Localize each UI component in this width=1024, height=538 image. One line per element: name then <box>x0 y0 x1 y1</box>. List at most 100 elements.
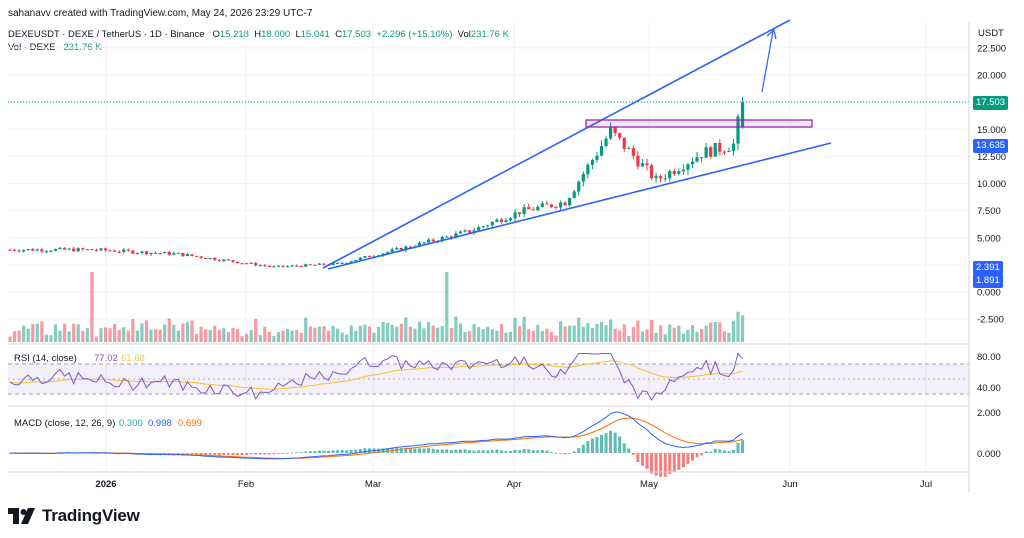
rsi-ma-line <box>9 360 743 390</box>
candle-body <box>358 257 362 260</box>
candle-body <box>8 249 12 251</box>
macd-hist-bar <box>163 453 167 454</box>
candle-body <box>427 239 431 243</box>
volume-bar <box>299 332 303 342</box>
volume-bar <box>235 328 240 342</box>
candle-body <box>499 219 503 223</box>
volume-bar <box>281 330 285 342</box>
candle-body <box>663 178 667 180</box>
time-label-mar: Mar <box>365 479 381 490</box>
candle-body <box>654 176 658 179</box>
candle-body <box>158 253 162 255</box>
volume-bar <box>413 328 417 342</box>
volume-bar <box>17 330 21 342</box>
volume-bar <box>131 319 135 342</box>
macd-hist-bar <box>481 450 485 453</box>
candle-body <box>53 249 58 251</box>
volume-bar <box>163 324 167 342</box>
volume-bar <box>499 324 503 342</box>
price-tick-label: 7.500 <box>977 206 1001 217</box>
macd-hist-bar <box>386 448 390 453</box>
candle-body <box>472 230 476 233</box>
candle-body <box>508 218 513 221</box>
candle-body <box>631 148 635 156</box>
candle-body <box>217 260 221 262</box>
macd-hist-bar <box>313 450 317 453</box>
volume-bar <box>590 328 594 342</box>
volume-bar <box>486 326 490 342</box>
candle-body <box>431 239 435 242</box>
candle-body <box>540 203 544 207</box>
candle-body <box>12 249 17 251</box>
macd-hist-bar <box>468 450 472 453</box>
volume-bar <box>358 325 362 342</box>
macd-legend-label[interactable]: MACD (close, 12, 26, 9) <box>14 418 115 429</box>
macd-hist-bar <box>549 451 553 453</box>
candle-body <box>117 251 121 253</box>
macd-hist-bar <box>240 453 244 456</box>
macd-hist-bar <box>331 450 335 453</box>
volume-bar <box>217 329 221 342</box>
candle-body <box>463 230 467 232</box>
macd-hist-bar <box>231 453 235 455</box>
macd-hist-bar <box>622 443 626 453</box>
volume-bar <box>458 323 463 342</box>
volume-bar <box>572 325 576 342</box>
candle-body <box>690 161 695 165</box>
volume-bar <box>390 324 394 342</box>
volume-bar <box>713 322 717 342</box>
volume-bar <box>613 328 617 342</box>
macd-hist-bar <box>727 451 731 453</box>
time-label-2026: 2026 <box>95 479 116 490</box>
tradingview-logo[interactable]: TradingView <box>8 504 140 528</box>
candle-body <box>677 171 681 174</box>
volume-bar <box>395 326 399 342</box>
macd-hist-bar <box>181 453 185 454</box>
macd-hist-bar <box>336 450 340 453</box>
macd-hist-bar <box>377 448 381 453</box>
volume-bar <box>581 326 585 342</box>
macd-hist-bar <box>681 453 685 468</box>
candle-body <box>740 102 745 127</box>
macd-hist-bar <box>422 448 426 453</box>
macd-hist-bar <box>440 449 444 453</box>
volume-bar <box>154 329 158 342</box>
rsi-legend-label[interactable]: RSI (14, close) <box>14 353 77 364</box>
rsi-legend-value: 77.02 <box>94 353 118 364</box>
volume-bar <box>208 330 212 342</box>
candle-body <box>249 262 253 264</box>
chart-grid <box>8 22 969 472</box>
volume-bar <box>718 322 722 342</box>
macd-hist-bar <box>308 451 312 453</box>
candle-body <box>572 191 576 199</box>
macd-hist-bar <box>208 453 212 455</box>
candle-body <box>285 266 290 268</box>
volume-bar <box>204 329 208 342</box>
volume-bar <box>445 272 449 342</box>
candle-body <box>135 252 139 254</box>
macd-hist-bar <box>295 452 299 454</box>
candle-body <box>681 169 685 172</box>
macd-hist-bar <box>509 450 512 453</box>
macd-hist-bar <box>736 442 740 453</box>
candle-body <box>417 242 422 247</box>
volume-bar <box>317 326 321 342</box>
rsi-tick-40: 40.00 <box>977 383 1001 394</box>
candle-body <box>445 236 449 238</box>
macd-hist-bar <box>158 453 162 455</box>
macd-hist-bar <box>431 448 435 453</box>
macd-hist-bar <box>613 432 617 453</box>
macd-hist-bar <box>358 448 362 453</box>
volume-bar <box>490 329 494 342</box>
volume-bar <box>340 332 344 342</box>
candle-body <box>245 263 249 265</box>
volume-bar <box>427 321 431 342</box>
candle-body <box>304 264 308 267</box>
candle-body <box>44 251 48 253</box>
candle-body <box>317 263 321 265</box>
macd-hist-bar <box>258 453 262 455</box>
macd-hist-bar <box>659 453 663 477</box>
macd-hist-bar <box>645 453 649 469</box>
volume-bar <box>176 330 180 342</box>
